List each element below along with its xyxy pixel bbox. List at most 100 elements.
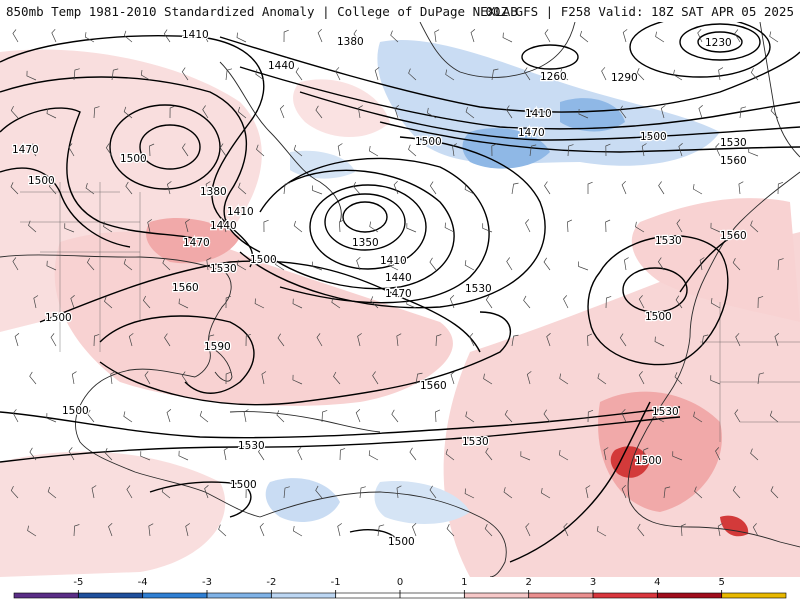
wind-barb — [339, 219, 345, 233]
canada-coast — [219, 61, 342, 223]
wind-barb — [435, 409, 441, 423]
wind-barb — [543, 257, 551, 271]
wind-barb — [26, 70, 37, 81]
wind-barb — [526, 371, 532, 385]
colorbar-segment — [400, 593, 465, 598]
contour-line — [521, 44, 579, 70]
wind-barb — [293, 144, 303, 157]
wind-barb — [279, 105, 285, 119]
wind-barb — [735, 333, 741, 347]
wind-barb — [732, 485, 741, 499]
wind-barb — [601, 67, 607, 81]
wind-barb — [393, 181, 399, 195]
map-title: 850mb Temp 1981-2010 Standardized Anomal… — [6, 4, 518, 19]
contour-label: 1440 — [268, 60, 295, 72]
wind-barb — [295, 67, 303, 81]
wind-barb — [128, 333, 134, 347]
contour-label: 1500 — [120, 153, 147, 165]
wind-barb — [207, 334, 215, 347]
wind-barb — [734, 409, 741, 423]
colorbar-segment — [721, 593, 786, 598]
wind-barb — [29, 371, 37, 385]
wind-barb — [505, 105, 513, 119]
wind-barb — [391, 409, 399, 423]
wind-barb — [701, 334, 709, 347]
wind-barb — [202, 105, 209, 119]
wind-barb — [503, 487, 513, 499]
wind-barb — [110, 371, 116, 385]
wind-barb — [464, 184, 475, 195]
wind-barb — [717, 523, 723, 537]
wind-barb — [427, 107, 437, 119]
wind-barb — [450, 371, 456, 385]
wind-barb — [104, 296, 113, 309]
cold-anomaly-region — [265, 478, 340, 522]
wind-barb — [185, 523, 191, 537]
wind-barb — [715, 447, 721, 461]
colorbar-tick-marks — [77, 590, 723, 598]
wind-barb — [223, 447, 229, 461]
colorbar-tick-label: 0 — [396, 577, 404, 588]
wind-barb — [676, 219, 683, 233]
wind-barb — [445, 449, 455, 461]
wind-barb — [245, 485, 252, 499]
wind-barb — [68, 447, 75, 461]
contour-label: 1350 — [352, 237, 379, 249]
wind-barb — [73, 68, 80, 81]
wind-barb — [312, 185, 323, 195]
wind-barb — [29, 447, 37, 461]
contour-label: 1440 — [385, 272, 412, 284]
wind-barb — [777, 258, 784, 271]
wind-barb — [163, 29, 171, 43]
wind-barb — [637, 523, 645, 537]
wind-barb — [739, 106, 747, 119]
wind-barb — [105, 143, 113, 157]
wind-barb — [263, 219, 269, 233]
contour-line — [99, 315, 255, 394]
wind-barb — [162, 258, 171, 271]
wind-barb — [523, 67, 531, 81]
wind-barb — [465, 411, 475, 423]
wind-barb — [757, 296, 764, 309]
wind-barb — [544, 29, 551, 43]
contour-line — [99, 311, 512, 406]
contour-label: 1410 — [227, 206, 254, 218]
florida — [209, 346, 233, 382]
wind-barb — [123, 258, 133, 271]
wind-barb — [337, 523, 343, 537]
wind-barb — [164, 333, 171, 347]
contour-label: 1470 — [183, 237, 210, 249]
wind-barb — [636, 68, 645, 81]
south-america-coast — [259, 491, 507, 577]
colorbar-tick-label: -3 — [202, 577, 212, 588]
warm-anomaly-region — [146, 217, 240, 264]
wind-barb — [178, 450, 189, 461]
wind-barb — [238, 182, 247, 195]
wind-barb — [236, 32, 247, 43]
contour-label: 1560 — [420, 380, 447, 392]
contour-line — [39, 260, 481, 353]
wind-barb — [372, 371, 379, 385]
wind-barb — [710, 222, 721, 233]
wind-barb — [10, 485, 19, 499]
warm-anomaly-region — [293, 79, 390, 137]
wind-barb — [237, 259, 247, 271]
wind-barb — [202, 29, 209, 43]
wind-barb — [283, 29, 289, 43]
contour-label: 1440 — [210, 220, 237, 232]
wind-barb — [222, 219, 228, 233]
contour-label: 1230 — [705, 37, 732, 49]
wind-barb — [68, 143, 75, 157]
contour-line — [259, 157, 490, 304]
wind-barb — [694, 486, 703, 499]
wind-barb — [225, 68, 233, 81]
contour-label: 1530 — [465, 283, 492, 295]
contour-line — [0, 416, 681, 463]
contour-line — [697, 31, 743, 53]
contour-label: 1470 — [12, 144, 39, 156]
contour-label: 1500 — [45, 312, 72, 324]
colorbar-canvas — [13, 590, 787, 599]
wind-barb — [715, 143, 721, 157]
wind-barb — [312, 261, 323, 271]
wind-barb — [452, 143, 457, 157]
